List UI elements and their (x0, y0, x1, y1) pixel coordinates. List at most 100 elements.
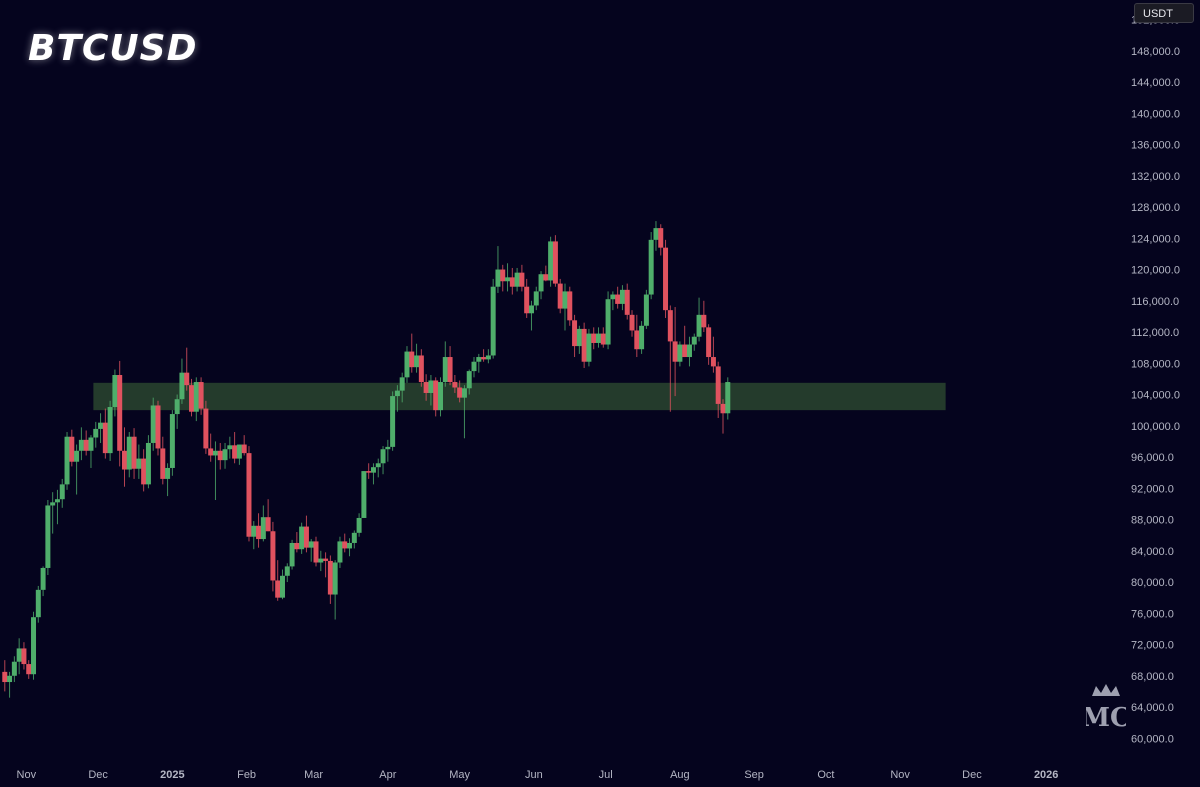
candle (710, 336, 716, 373)
candle (366, 463, 372, 479)
candle-body (725, 382, 731, 414)
x-tick-label: Mar (304, 769, 323, 781)
candle-body (686, 344, 692, 358)
candle-body (505, 277, 511, 282)
candle-body (74, 450, 80, 462)
candle (308, 539, 314, 562)
candle (524, 278, 530, 318)
candle-body (586, 333, 592, 362)
candle (45, 500, 51, 575)
candle (562, 283, 568, 331)
candle (227, 436, 233, 459)
candle-body (605, 299, 611, 345)
x-tick-label: 2026 (1034, 769, 1058, 781)
x-tick-label: 2025 (160, 769, 184, 781)
candle (7, 671, 13, 698)
y-tick-label: 92,000.0 (1131, 483, 1174, 495)
candle (538, 271, 544, 300)
candle (212, 441, 218, 500)
candle-body (351, 532, 357, 543)
candle (600, 327, 606, 348)
candle-body (165, 467, 171, 479)
candle (586, 328, 592, 367)
currency-selector[interactable]: USDT (1134, 3, 1194, 23)
candle-body (696, 314, 702, 337)
candle (83, 430, 89, 456)
candle (380, 446, 386, 475)
candle-body (136, 458, 142, 469)
candle-body (308, 541, 314, 548)
candle (131, 428, 137, 479)
candle (203, 400, 209, 454)
candle-body (409, 351, 415, 368)
candle-body (236, 444, 242, 459)
candle (284, 563, 290, 583)
candle (59, 478, 65, 508)
candle-body (131, 436, 137, 469)
candle (174, 394, 180, 429)
price-axis[interactable]: 60,000.0 64,000.0 68,000.0 72,000.0 76,000.0… (1131, 15, 1180, 746)
candle (251, 521, 257, 550)
y-tick-label: 116,000.0 (1131, 296, 1179, 308)
candle-body (519, 272, 525, 287)
candle-body (466, 371, 472, 389)
candle-body (619, 289, 625, 304)
candle (78, 427, 84, 461)
candle (643, 289, 649, 329)
candle (481, 349, 487, 362)
candle-body (528, 305, 534, 314)
candle-body (471, 361, 477, 372)
candle (720, 399, 726, 434)
candle-body (524, 286, 530, 314)
candle-body (260, 517, 266, 540)
y-tick-label: 132,000.0 (1131, 171, 1180, 183)
candle (141, 449, 147, 492)
candle-body (596, 333, 602, 343)
candle-body (457, 387, 463, 398)
candle (581, 322, 587, 368)
candle-body (2, 671, 8, 683)
candle-body (414, 355, 420, 368)
candle-body (83, 439, 89, 451)
candle (351, 530, 357, 549)
candle-body (658, 228, 664, 248)
candle (615, 286, 621, 309)
candle-body (639, 325, 645, 350)
candle-body (184, 372, 190, 386)
candle (596, 327, 602, 348)
candle (663, 239, 669, 318)
candle-body (552, 241, 558, 284)
candle-body (672, 341, 678, 362)
candle (21, 642, 27, 670)
candle-body (241, 444, 247, 454)
candle-body (385, 446, 391, 450)
candle-body (54, 499, 60, 503)
x-tick-label: Aug (670, 769, 690, 781)
candle-body (581, 328, 587, 362)
candle-body (366, 471, 372, 473)
candle (610, 291, 616, 311)
candle (370, 463, 376, 485)
candle (165, 463, 171, 497)
candle (189, 378, 195, 417)
candle-body (98, 422, 104, 429)
candle (294, 532, 300, 553)
candle-body (212, 450, 218, 456)
candle-body (7, 675, 13, 683)
candle (16, 638, 22, 675)
candle-body (423, 382, 429, 393)
candle-body (21, 648, 27, 665)
candle (409, 333, 415, 373)
candle (385, 439, 391, 462)
candle (452, 375, 458, 393)
candle-body (275, 580, 281, 598)
candle (653, 221, 659, 251)
candle (648, 232, 654, 300)
candle (50, 492, 56, 534)
candle-body (375, 463, 381, 468)
candle-body (428, 380, 434, 393)
candle-body (50, 502, 56, 506)
time-axis[interactable]: Nov Dec 2025 Feb Mar Apr May Jun Jul Aug Sep Oct Nov… (17, 769, 1059, 781)
candle (270, 521, 276, 592)
